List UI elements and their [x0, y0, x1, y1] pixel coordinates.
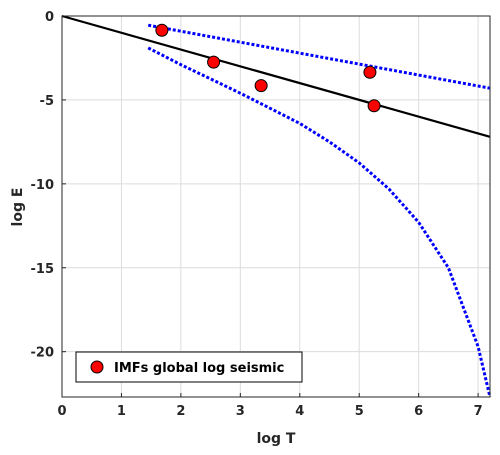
- legend-box: [75, 351, 303, 383]
- x-tick-label: 1: [117, 404, 126, 419]
- x-tick-label: 0: [57, 404, 66, 419]
- data-point: [207, 55, 221, 69]
- y-axis-label: log E: [10, 188, 26, 227]
- series-lines: [61, 14, 492, 398]
- confidence-bound-line: [147, 23, 491, 90]
- y-tick-label: -15: [31, 262, 55, 277]
- x-tick-label: 5: [355, 404, 364, 419]
- x-tick-label: 2: [176, 404, 185, 419]
- axis-ticks: 0 1 2 3 4 5 6 7 0 -5 -10 -15 -20: [31, 10, 483, 419]
- y-tick-label: -20: [31, 346, 55, 361]
- data-point: [363, 65, 377, 79]
- x-tick-label: 6: [414, 404, 423, 419]
- plot-area-frame: [61, 15, 491, 398]
- x-tick-label: 7: [474, 404, 483, 419]
- data-point: [367, 99, 381, 113]
- data-point: [155, 23, 169, 37]
- x-tick-label: 4: [295, 404, 304, 419]
- data-point: [254, 79, 268, 93]
- x-tick-label: 3: [236, 404, 245, 419]
- regression-line: [61, 14, 491, 138]
- x-axis-label: log T: [257, 431, 296, 447]
- y-tick-label: -10: [31, 178, 55, 193]
- legend-marker: [90, 360, 104, 374]
- legend: IMFs global log seismic: [75, 351, 303, 383]
- legend-entry-label: IMFs global log seismic: [114, 361, 284, 376]
- y-tick-label: 0: [45, 10, 54, 25]
- data-points: [155, 23, 381, 113]
- y-tick-label: -5: [40, 94, 54, 109]
- grid: [62, 16, 490, 397]
